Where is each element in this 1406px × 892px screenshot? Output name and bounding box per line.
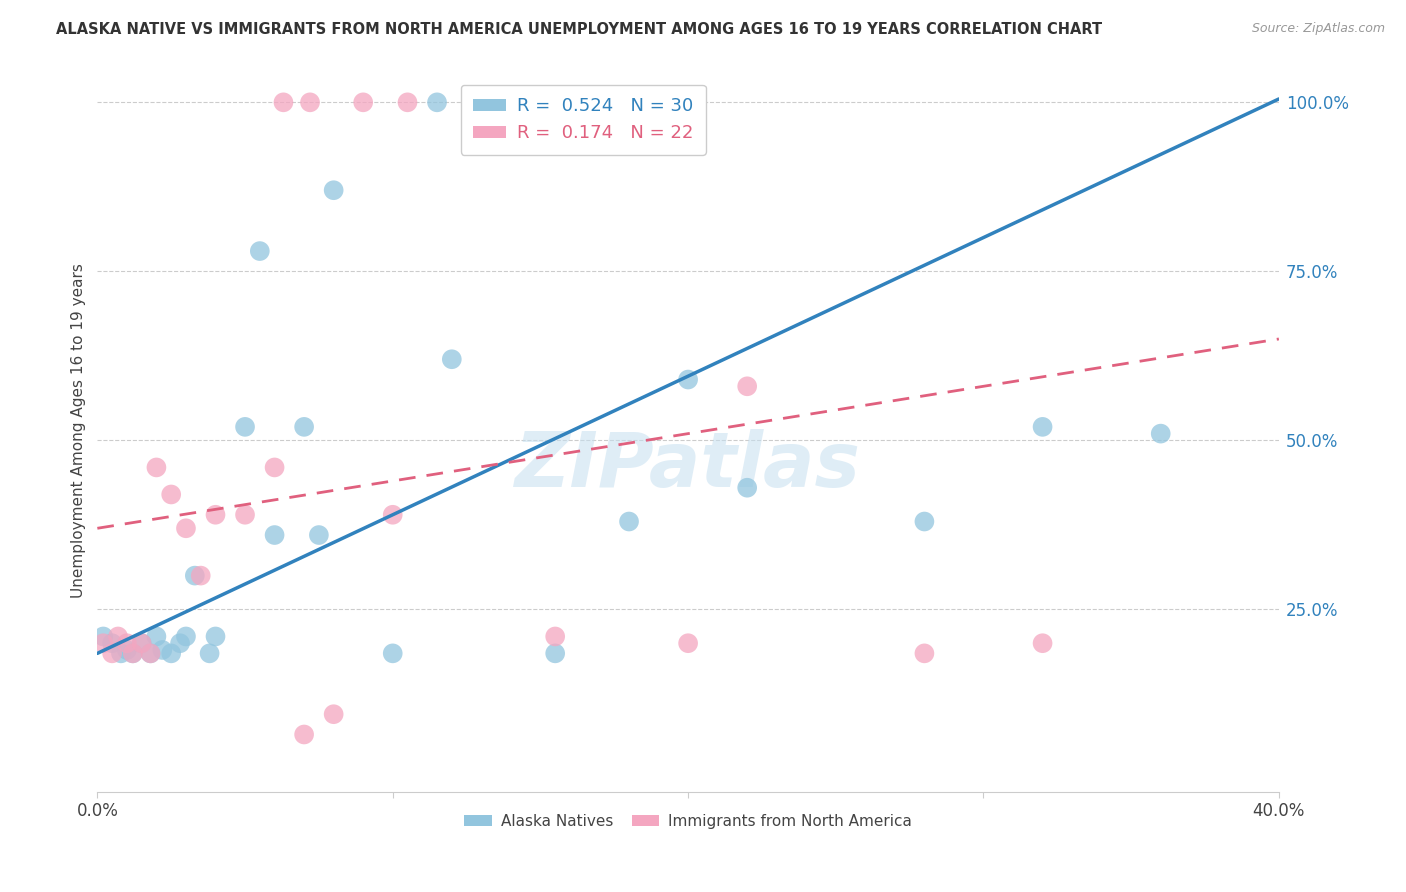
Point	[322, 707, 344, 722]
Point	[174, 630, 197, 644]
Point	[198, 646, 221, 660]
Point	[121, 646, 143, 660]
Text: ALASKA NATIVE VS IMMIGRANTS FROM NORTH AMERICA UNEMPLOYMENT AMONG AGES 16 TO 19 : ALASKA NATIVE VS IMMIGRANTS FROM NORTH A…	[56, 22, 1102, 37]
Point	[101, 636, 124, 650]
Point	[160, 646, 183, 660]
Point	[1150, 426, 1173, 441]
Point	[263, 528, 285, 542]
Point	[115, 636, 138, 650]
Point	[145, 630, 167, 644]
Point	[150, 643, 173, 657]
Point	[139, 646, 162, 660]
Text: ZIPatlas: ZIPatlas	[515, 429, 860, 503]
Point	[676, 372, 699, 386]
Point	[204, 508, 226, 522]
Point	[1032, 636, 1054, 650]
Point	[273, 95, 295, 110]
Point	[464, 95, 486, 110]
Point	[110, 646, 132, 660]
Point	[352, 95, 374, 110]
Point	[160, 487, 183, 501]
Point	[91, 630, 114, 644]
Point	[174, 521, 197, 535]
Point	[131, 636, 153, 650]
Point	[292, 727, 315, 741]
Point	[396, 95, 419, 110]
Point	[912, 646, 935, 660]
Point	[322, 183, 344, 197]
Point	[107, 630, 129, 644]
Y-axis label: Unemployment Among Ages 16 to 19 years: Unemployment Among Ages 16 to 19 years	[72, 263, 86, 598]
Point	[544, 646, 567, 660]
Point	[676, 636, 699, 650]
Point	[523, 95, 546, 110]
Point	[121, 646, 143, 660]
Point	[381, 508, 404, 522]
Point	[1032, 420, 1054, 434]
Point	[299, 95, 322, 110]
Point	[308, 528, 330, 542]
Point	[184, 568, 207, 582]
Legend: Alaska Natives, Immigrants from North America: Alaska Natives, Immigrants from North Am…	[458, 808, 918, 835]
Point	[131, 636, 153, 650]
Point	[292, 420, 315, 434]
Point	[145, 460, 167, 475]
Point	[426, 95, 449, 110]
Point	[204, 630, 226, 644]
Point	[617, 515, 640, 529]
Point	[139, 646, 162, 660]
Point	[440, 352, 463, 367]
Point	[101, 646, 124, 660]
Point	[381, 646, 404, 660]
Point	[190, 568, 212, 582]
Point	[249, 244, 271, 258]
Point	[263, 460, 285, 475]
Text: Source: ZipAtlas.com: Source: ZipAtlas.com	[1251, 22, 1385, 36]
Point	[91, 636, 114, 650]
Point	[115, 643, 138, 657]
Point	[233, 508, 256, 522]
Point	[233, 420, 256, 434]
Point	[544, 630, 567, 644]
Point	[735, 379, 758, 393]
Point	[169, 636, 191, 650]
Point	[735, 481, 758, 495]
Point	[494, 95, 516, 110]
Point	[912, 515, 935, 529]
